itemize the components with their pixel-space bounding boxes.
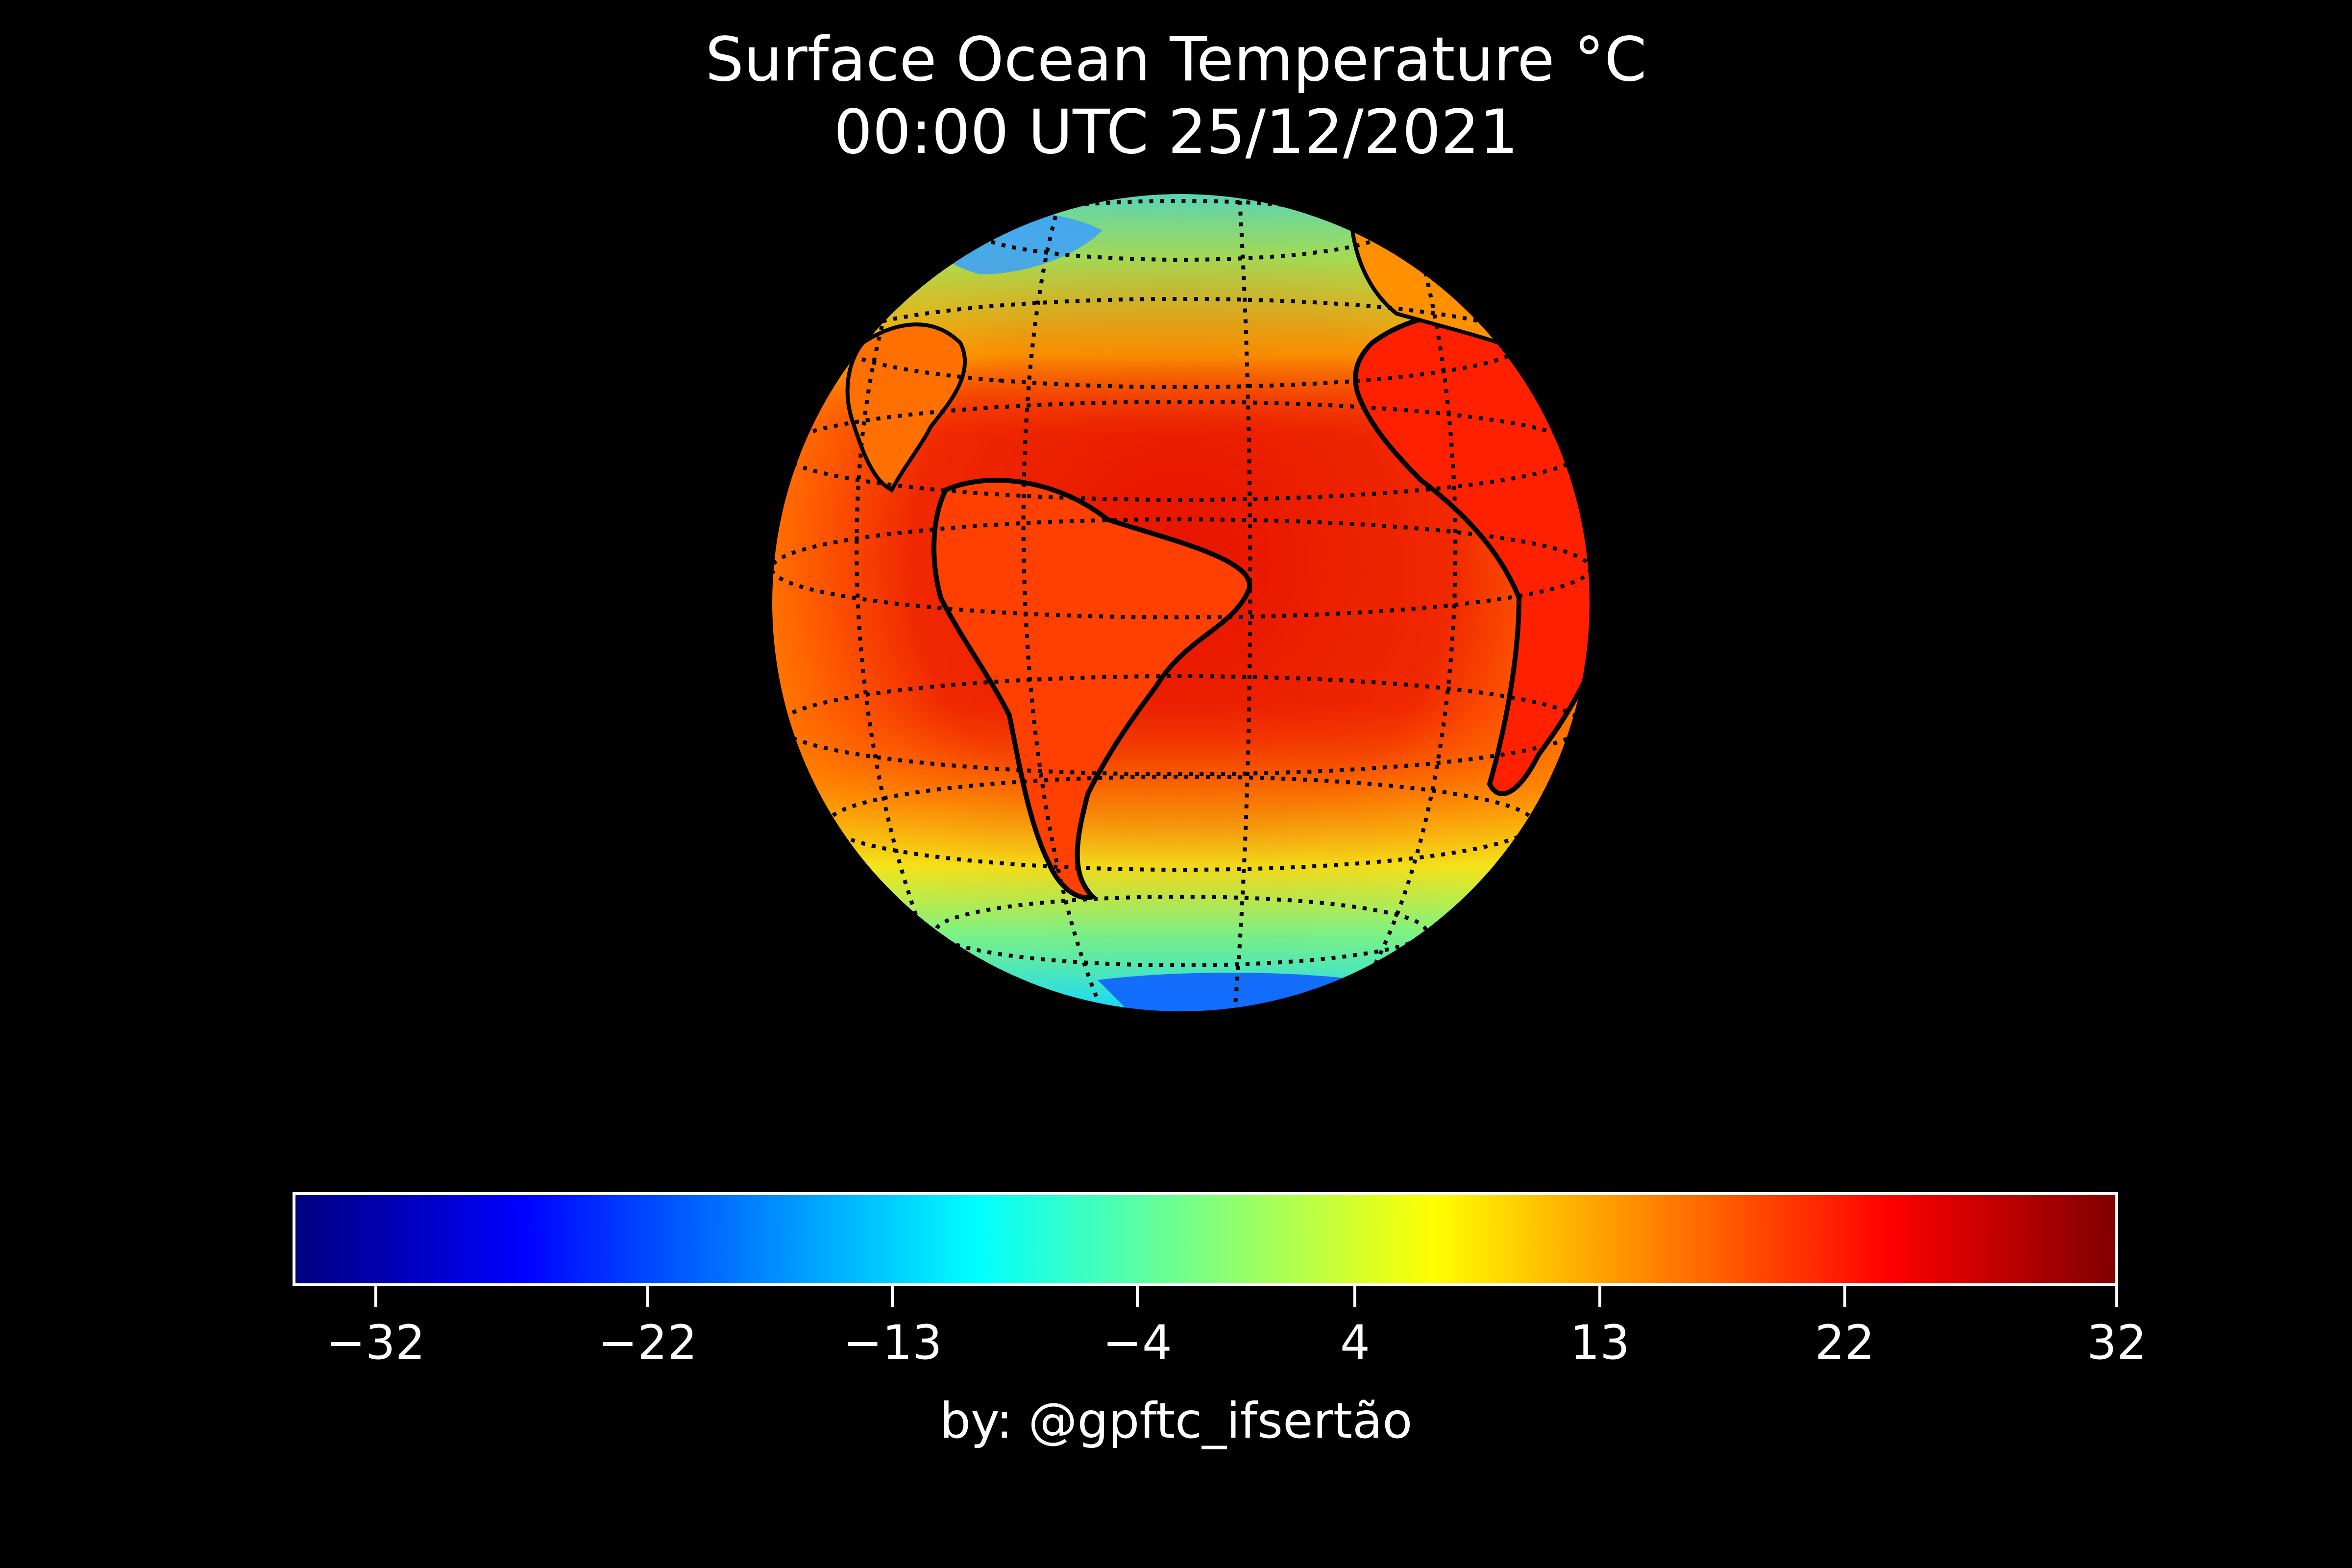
credit-label: by: @gpftc_ifsertão (939, 1392, 1413, 1449)
globe-outline (771, 193, 1591, 1012)
south-america-landmass (931, 478, 1252, 900)
colorbar-tick-label: −13 (843, 1315, 942, 1370)
colorbar-tick-mark (1843, 1286, 1846, 1307)
colorbar-tick-mark (1136, 1286, 1139, 1307)
colorbar-tick-mark (374, 1286, 377, 1307)
colorbar-tick-label: 4 (1340, 1315, 1370, 1370)
colorbar-tick-label: −4 (1102, 1315, 1172, 1370)
colorbar-tick-label: 22 (1814, 1315, 1875, 1370)
colorbar (293, 1192, 2118, 1286)
antarctica-cold-region (1098, 973, 1362, 1012)
colorbar-tick-mark (891, 1286, 894, 1307)
colorbar-tick-mark (1598, 1286, 1602, 1307)
colorbar-tick-label: 32 (2086, 1315, 2147, 1370)
chart-subtitle-timestamp: 00:00 UTC 25/12/2021 (833, 97, 1519, 168)
north-america-landmass (845, 322, 967, 493)
chart-title: Surface Ocean Temperature °C (705, 24, 1647, 95)
colorbar-tick-mark (646, 1286, 649, 1307)
globe (772, 194, 1590, 1012)
colorbar-tick-mark (2115, 1286, 2118, 1307)
colorbar-tick-label: 13 (1569, 1315, 1630, 1370)
colorbar-tick-mark (1353, 1286, 1357, 1307)
colorbar-tick-label: −32 (326, 1315, 425, 1370)
colorbar-gradient (293, 1192, 2118, 1286)
colorbar-tick-label: −22 (598, 1315, 698, 1370)
